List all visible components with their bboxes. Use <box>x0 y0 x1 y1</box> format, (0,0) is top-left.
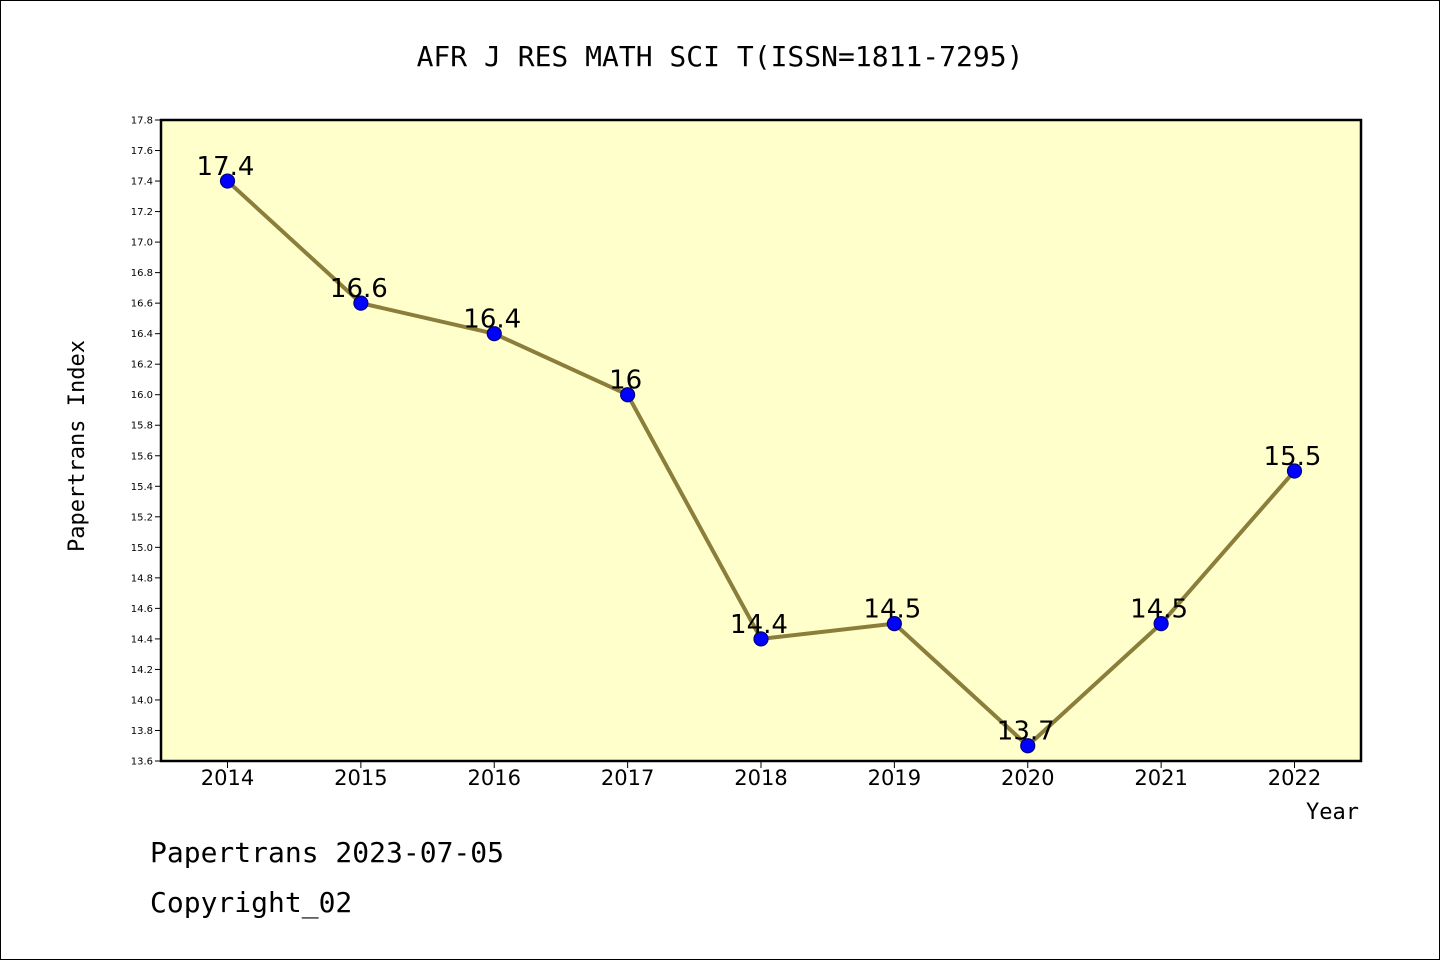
x-tick-label: 2015 <box>334 766 387 790</box>
y-tick-label: 14.2 <box>131 665 153 676</box>
y-tick-label: 16.0 <box>131 390 153 401</box>
y-tick-label: 17.2 <box>131 207 153 218</box>
data-label: 14.5 <box>863 595 921 625</box>
y-tick-label: 17.0 <box>131 238 153 249</box>
y-tick-label: 17.8 <box>131 116 153 127</box>
x-tick-label: 2022 <box>1268 766 1321 790</box>
data-point <box>620 387 636 403</box>
y-tick-label: 16.2 <box>131 360 153 371</box>
y-tick-label: 17.6 <box>131 146 153 157</box>
data-label: 14.5 <box>1130 595 1188 625</box>
series-line-group <box>219 173 1303 754</box>
data-point <box>886 616 902 632</box>
data-label: 13.7 <box>997 717 1055 747</box>
data-point <box>1020 738 1036 754</box>
x-tick-label: 2017 <box>601 766 654 790</box>
y-tick-label: 14.0 <box>131 695 153 706</box>
chart-title: AFR J RES MATH SCI T(ISSN=1811-7295) <box>417 40 1024 73</box>
y-tick-label: 15.4 <box>131 482 153 493</box>
x-tick-label: 2021 <box>1134 766 1187 790</box>
data-point <box>753 631 769 647</box>
data-label: 16.6 <box>330 274 388 304</box>
x-axis: 2014 2015 2016 2017 2018 2019 2020 2021 2022 <box>201 761 1321 790</box>
data-label: 17.4 <box>197 152 255 182</box>
plot-area <box>159 118 1363 763</box>
y-axis-title: Papertrans Index <box>65 340 90 552</box>
data-label: 16.4 <box>463 305 521 335</box>
y-tick-label: 15.6 <box>131 451 153 462</box>
footer-date-line: Papertrans 2023-07-05 <box>150 836 505 869</box>
y-tick-label: 17.4 <box>131 177 153 188</box>
y-tick-label: 14.4 <box>131 634 153 645</box>
x-tick-label: 2014 <box>201 766 254 790</box>
y-tick-label: 15.8 <box>131 421 153 432</box>
y-tick-label: 13.8 <box>131 726 153 737</box>
y-tick-label: 14.8 <box>131 573 153 584</box>
x-tick-label: 2020 <box>1001 766 1054 790</box>
x-tick-label: 2019 <box>868 766 921 790</box>
y-tick-label: 15.2 <box>131 512 153 523</box>
y-tick-label: 14.6 <box>131 604 153 615</box>
data-label: 14.4 <box>730 610 788 640</box>
data-point <box>1286 463 1303 479</box>
data-point <box>1153 616 1169 632</box>
y-tick-label: 16.4 <box>131 329 153 340</box>
footer-copyright-line: Copyright_02 <box>150 886 353 919</box>
y-tick-label: 16.8 <box>131 268 153 279</box>
data-label-group: 17.4 16.6 16.4 16 14.4 14.5 13.7 14.5 15.5 <box>197 152 1322 747</box>
data-point <box>353 295 369 311</box>
y-tick-label: 15.0 <box>131 543 153 554</box>
x-axis-title: Year <box>1306 800 1359 825</box>
y-axis: 13.6 13.8 14.0 14.2 14.4 14.6 14.8 15.0 15.2 15.4… <box>131 116 161 768</box>
data-point <box>219 173 236 189</box>
y-tick-label: 16.6 <box>131 299 153 310</box>
x-tick-label: 2018 <box>734 766 787 790</box>
x-tick-label: 2016 <box>468 766 521 790</box>
data-point <box>486 326 502 342</box>
data-label: 16 <box>609 366 642 396</box>
y-tick-label: 13.6 <box>131 757 153 768</box>
data-label: 15.5 <box>1264 442 1322 472</box>
